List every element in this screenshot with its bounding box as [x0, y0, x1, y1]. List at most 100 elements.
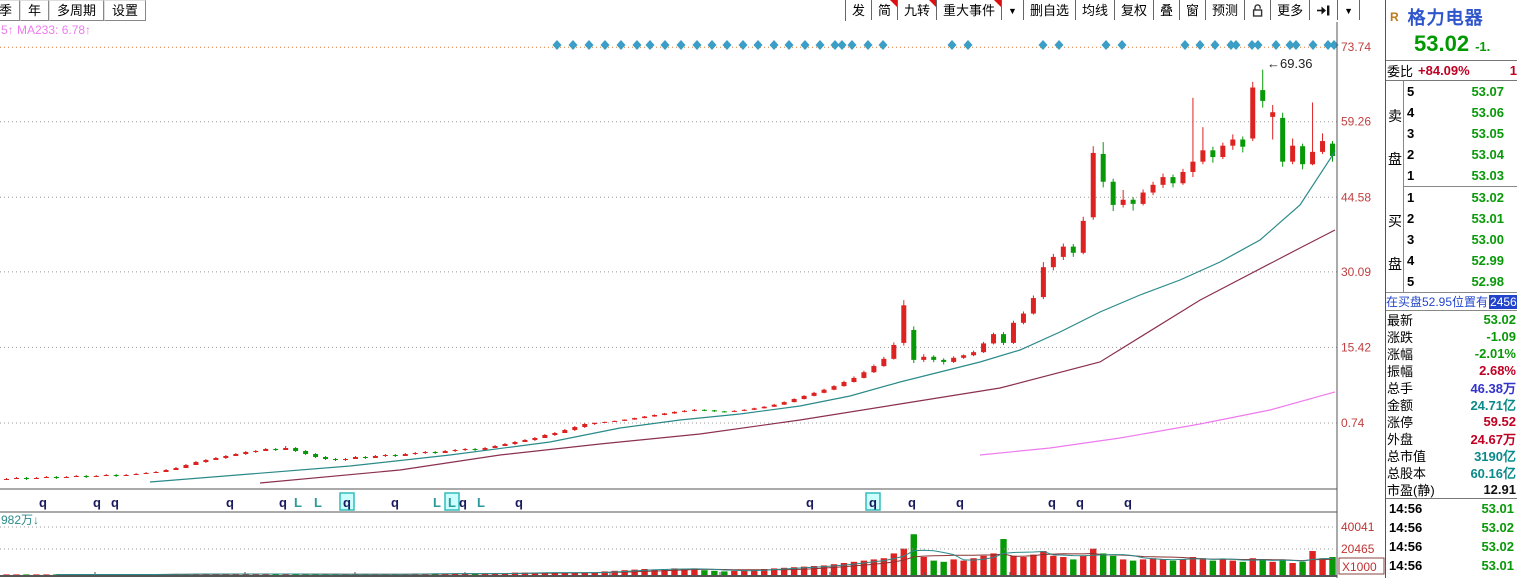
axis-marker-q: q — [391, 495, 399, 510]
info-row-振幅: 振幅 2.68% — [1387, 363, 1516, 379]
axis-marker-q: q — [869, 495, 877, 510]
weicha-value: 1 — [1509, 63, 1517, 78]
ma233-label: 5↑ MA233: 6.78↑ — [1, 23, 91, 37]
sell-level-row[interactable]: 5 53.07 — [1407, 84, 1504, 99]
note-value: 2456 — [1489, 294, 1517, 309]
volume-axis-label: 40041 — [1341, 520, 1375, 534]
btn-events-dropdown[interactable]: ▼ — [1002, 0, 1024, 20]
btn-ma-lines[interactable]: 均线 — [1076, 0, 1115, 20]
y-axis-label: 30.09 — [1341, 265, 1371, 279]
buy-level-row[interactable]: 5 52.98 — [1407, 274, 1504, 289]
btn-jian[interactable]: 简 — [872, 0, 899, 20]
candlestick-chart[interactable]: 73.74 59.26 44.58 30.09 15.42 0.74 5↑ MA233: 6… — [0, 22, 1385, 578]
volume-ma-line — [106, 552, 1333, 575]
ma-line — [259, 229, 1336, 484]
collapse-right-icon — [1317, 5, 1330, 16]
btn-forecast[interactable]: 预测 — [1206, 0, 1246, 20]
axis-marker-q: q — [459, 495, 467, 510]
tab-quarter[interactable]: 季 — [0, 0, 21, 21]
stock-name: 格力电器 — [1407, 7, 1484, 28]
btn-more-dropdown[interactable]: ▼ — [1338, 0, 1360, 20]
tab-settings[interactable]: 设置 — [104, 0, 147, 21]
axis-marker-q: q — [93, 495, 101, 510]
tick-list: 14:56 53.01 14:56 53.02 14:56 53.02 14:56 53.01 — [1386, 498, 1517, 575]
buy-level-row[interactable]: 3 53.00 — [1407, 232, 1504, 247]
stock-info-grid: 最新 53.02 涨跌 -1.09 涨幅 -2.01% 振幅 2.68% 总手 46.38万 金额 2… — [1386, 310, 1517, 498]
axis-marker-q: q — [956, 495, 964, 510]
weibi-row: 委比 +84.09% 1 — [1386, 60, 1517, 81]
info-row-市盈(静): 市盈(静) 12.91 — [1387, 482, 1516, 498]
axis-marker-L: L — [477, 495, 485, 510]
axis-marker-L: L — [294, 495, 302, 510]
info-row-外盘: 外盘 24.67万 — [1387, 432, 1516, 447]
axis-marker-q: q — [226, 495, 234, 510]
weibi-value: +84.09% — [1418, 63, 1470, 78]
btn-window[interactable]: 窗 — [1180, 0, 1207, 20]
info-row-涨停: 涨停 59.52 — [1387, 414, 1516, 430]
volume-axis-label: 20465 — [1341, 542, 1375, 556]
btn-major-events[interactable]: 重大事件 — [937, 0, 1003, 20]
btn-jiuzhuan[interactable]: 九转 — [898, 0, 938, 20]
y-axis-label: 0.74 — [1341, 416, 1365, 430]
unlock-icon — [1252, 4, 1263, 17]
volume-unit-box — [1338, 557, 1385, 575]
info-row-总市值: 总市值 3190亿 — [1387, 449, 1516, 464]
collapse-right-icon[interactable] — [1310, 0, 1339, 20]
sell-level-row[interactable]: 1 53.03 — [1407, 168, 1504, 183]
price-change: -1. — [1475, 39, 1491, 54]
tab-year[interactable]: 年 — [20, 0, 50, 21]
info-row-最新: 最新 53.02 — [1387, 312, 1516, 328]
price-gridlines: 73.74 59.26 44.58 30.09 15.42 0.74 — [0, 40, 1371, 430]
info-row-总手: 总手 46.38万 — [1387, 381, 1516, 396]
sell-level-row[interactable]: 2 53.04 — [1407, 147, 1504, 162]
info-row-涨幅: 涨幅 -2.01% — [1387, 346, 1516, 362]
axis-marker-q: q — [39, 495, 47, 510]
btn-more[interactable]: 更多 — [1271, 0, 1311, 20]
y-axis-label: 15.42 — [1341, 340, 1371, 354]
tab-multi-period[interactable]: 多周期 — [49, 0, 105, 21]
unlock-icon[interactable] — [1245, 0, 1272, 20]
buy-level-row[interactable]: 1 53.02 — [1407, 190, 1504, 205]
top-toolbar: 季年多周期 设置 发简九转 重大事件 ▼ 删自选 均线 复权叠窗预测 更多 ▼ — [0, 0, 1385, 22]
ma-line — [979, 391, 1336, 456]
axis-marker-q: q — [908, 495, 916, 510]
btn-adjust[interactable]: 复权 — [1115, 0, 1155, 20]
candlestick-series — [4, 69, 1336, 480]
tick-row: 14:56 53.01 — [1389, 558, 1514, 573]
y-axis-label: 73.74 — [1341, 40, 1371, 54]
quote-panel: R 格力电器 53.02 -1. 委比 +84.09% 1 卖盘 5 53.07 4… — [1385, 0, 1517, 578]
btn-overlay[interactable]: 叠 — [1154, 0, 1181, 20]
sell-level-row[interactable]: 4 53.06 — [1407, 105, 1504, 120]
volume-unit-label: X1000 — [1342, 560, 1377, 574]
axis-marker-q: q — [1048, 495, 1056, 510]
axis-marker-q: q — [1124, 495, 1132, 510]
chart-canvas[interactable]: 73.74 59.26 44.58 30.09 15.42 0.74 5↑ MA233: 6… — [0, 22, 1385, 578]
tick-row: 14:56 53.02 — [1389, 539, 1514, 554]
axis-marker-L: L — [314, 495, 322, 510]
axis-marker-q: q — [343, 495, 351, 510]
info-row-涨跌: 涨跌 -1.09 — [1387, 329, 1516, 345]
buy-level-row[interactable]: 2 53.01 — [1407, 211, 1504, 226]
toolbar-right-group: 发简九转 重大事件 ▼ 删自选 均线 复权叠窗预测 更多 ▼ — [844, 0, 1360, 21]
weibi-label: 委比 — [1387, 64, 1414, 79]
ma-line — [149, 151, 1336, 483]
tick-row: 14:56 53.02 — [1389, 520, 1514, 535]
volume-ma-label: 982万↓ — [1, 513, 39, 527]
axis-marker-q: q — [806, 495, 814, 510]
btn-fa[interactable]: 发 — [846, 0, 872, 20]
signal-diamond-icons — [552, 40, 1339, 50]
axis-marker-L: L — [448, 495, 456, 510]
buy-level-row[interactable]: 4 52.99 — [1407, 253, 1504, 268]
note-text: 在买盘52.95位置有 — [1386, 295, 1489, 309]
axis-marker-L: L — [433, 495, 441, 510]
y-axis-label: 59.26 — [1341, 115, 1371, 129]
order-note[interactable]: 在买盘52.95位置有 2456 — [1386, 292, 1517, 310]
sell-level-row[interactable]: 3 53.05 — [1407, 126, 1504, 141]
axis-marker-q: q — [111, 495, 119, 510]
info-row-金额: 金额 24.71亿 — [1387, 398, 1516, 413]
axis-marker-q: q — [279, 495, 287, 510]
btn-del-watchlist[interactable]: 删自选 — [1024, 0, 1076, 20]
y-axis-label: 44.58 — [1341, 190, 1371, 204]
